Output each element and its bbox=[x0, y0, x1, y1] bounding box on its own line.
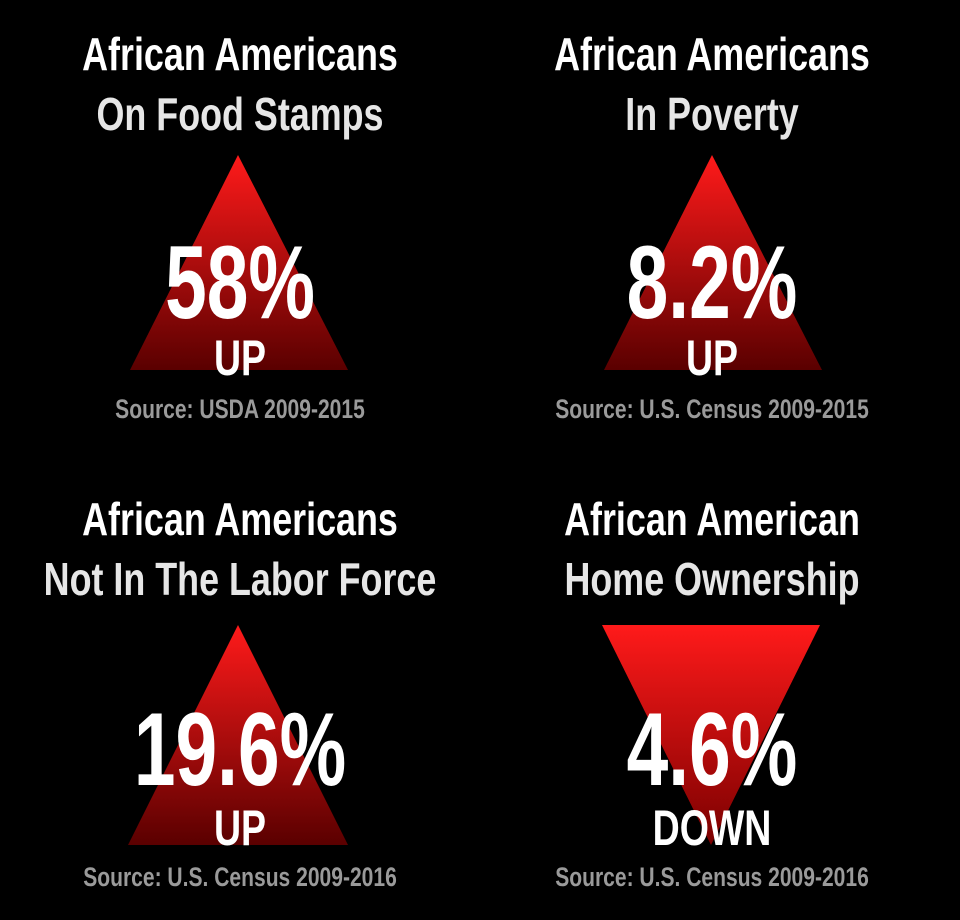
panel-title-group: African Americans bbox=[82, 29, 398, 80]
stat-value-group: 19.6% bbox=[134, 692, 346, 808]
stat-direction-group: DOWN bbox=[653, 801, 772, 856]
panel-title-group: Not In The Labor Force bbox=[44, 554, 437, 605]
up-triangle bbox=[128, 625, 348, 845]
stat-direction-group: UP bbox=[214, 331, 266, 386]
down-triangle bbox=[602, 625, 820, 845]
stat-direction: UP bbox=[686, 331, 738, 386]
stat-value: 8.2% bbox=[627, 225, 798, 341]
panel-title: African Americans bbox=[554, 29, 870, 80]
stat-value-group: 4.6% bbox=[627, 692, 798, 808]
panel-title-group: On Food Stamps bbox=[96, 89, 383, 140]
source-note: Source: U.S. Census 2009-2015 bbox=[555, 395, 869, 425]
panel-title-group: African Americans bbox=[82, 494, 398, 545]
source-note-group: Source: U.S. Census 2009-2015 bbox=[555, 395, 869, 425]
stat-value-group: 58% bbox=[165, 225, 315, 341]
panel-title: African American bbox=[564, 494, 860, 545]
stat-value: 58% bbox=[165, 225, 315, 341]
panel-title-group: Home Ownership bbox=[564, 554, 859, 605]
stat-direction-group: UP bbox=[686, 331, 738, 386]
source-note: Source: USDA 2009-2015 bbox=[115, 395, 365, 425]
panel-title-group: African Americans bbox=[554, 29, 870, 80]
panel-title: Home Ownership bbox=[564, 554, 859, 605]
panel-title-group: African American bbox=[564, 494, 860, 545]
panel-title: In Poverty bbox=[625, 89, 799, 140]
panel-title: Not In The Labor Force bbox=[44, 554, 437, 605]
panel-title-group: In Poverty bbox=[625, 89, 799, 140]
source-note-group: Source: U.S. Census 2009-2016 bbox=[555, 863, 869, 893]
source-note: Source: U.S. Census 2009-2016 bbox=[555, 863, 869, 893]
up-triangle bbox=[130, 155, 348, 370]
source-note: Source: U.S. Census 2009-2016 bbox=[83, 863, 397, 893]
panel-title: African Americans bbox=[82, 29, 398, 80]
stat-value: 4.6% bbox=[627, 692, 798, 808]
up-triangle bbox=[604, 155, 822, 370]
stat-direction: DOWN bbox=[653, 801, 772, 856]
stat-value: 19.6% bbox=[134, 692, 346, 808]
stat-direction-group: UP bbox=[214, 801, 266, 856]
stat-direction: UP bbox=[214, 801, 266, 856]
stat-value-group: 8.2% bbox=[627, 225, 798, 341]
source-note-group: Source: USDA 2009-2015 bbox=[115, 395, 365, 425]
source-note-group: Source: U.S. Census 2009-2016 bbox=[83, 863, 397, 893]
stat-direction: UP bbox=[214, 331, 266, 386]
panel-title: On Food Stamps bbox=[96, 89, 383, 140]
panel-title: African Americans bbox=[82, 494, 398, 545]
